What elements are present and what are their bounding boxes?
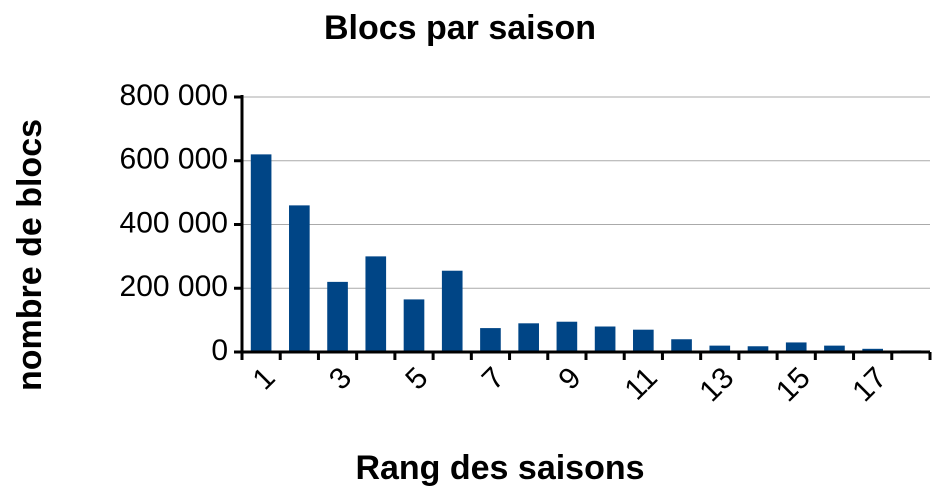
x-tick-label: 7: [476, 361, 511, 396]
x-tick-label: 13: [693, 361, 740, 408]
bar: [518, 323, 539, 352]
bar: [365, 256, 387, 352]
y-tick-label: 800 000: [120, 79, 228, 112]
bar: [403, 299, 425, 352]
x-tick-label: 3: [323, 361, 358, 396]
bar: [633, 329, 654, 352]
y-tick-label: 0: [211, 334, 228, 367]
x-tick-label: 1: [247, 361, 282, 396]
y-tick-label: 600 000: [120, 143, 228, 176]
y-tick-label: 200 000: [120, 270, 228, 303]
bar: [709, 345, 731, 352]
x-tick-label: 11: [619, 361, 664, 406]
bar: [862, 348, 883, 352]
bar: [671, 339, 692, 352]
x-axis-label: Rang des saisons: [355, 449, 644, 487]
bar: [327, 281, 348, 352]
bar: [480, 328, 501, 352]
bar: [289, 205, 310, 352]
x-tick-label: 17: [846, 361, 893, 408]
x-tick-label: 15: [770, 361, 817, 408]
bar: [441, 270, 463, 352]
bar: [747, 346, 769, 352]
y-axis-label: nombre de blocs: [11, 119, 49, 391]
bar: [785, 342, 807, 352]
bar: [556, 321, 578, 352]
y-tick-label: 400 000: [120, 206, 228, 239]
x-tick-label: 5: [399, 361, 434, 396]
bar: [250, 154, 272, 352]
bar: [594, 326, 616, 352]
chart-title: Blocs par saison: [324, 9, 596, 47]
bar: [824, 345, 845, 352]
x-tick-label: 9: [552, 361, 587, 396]
